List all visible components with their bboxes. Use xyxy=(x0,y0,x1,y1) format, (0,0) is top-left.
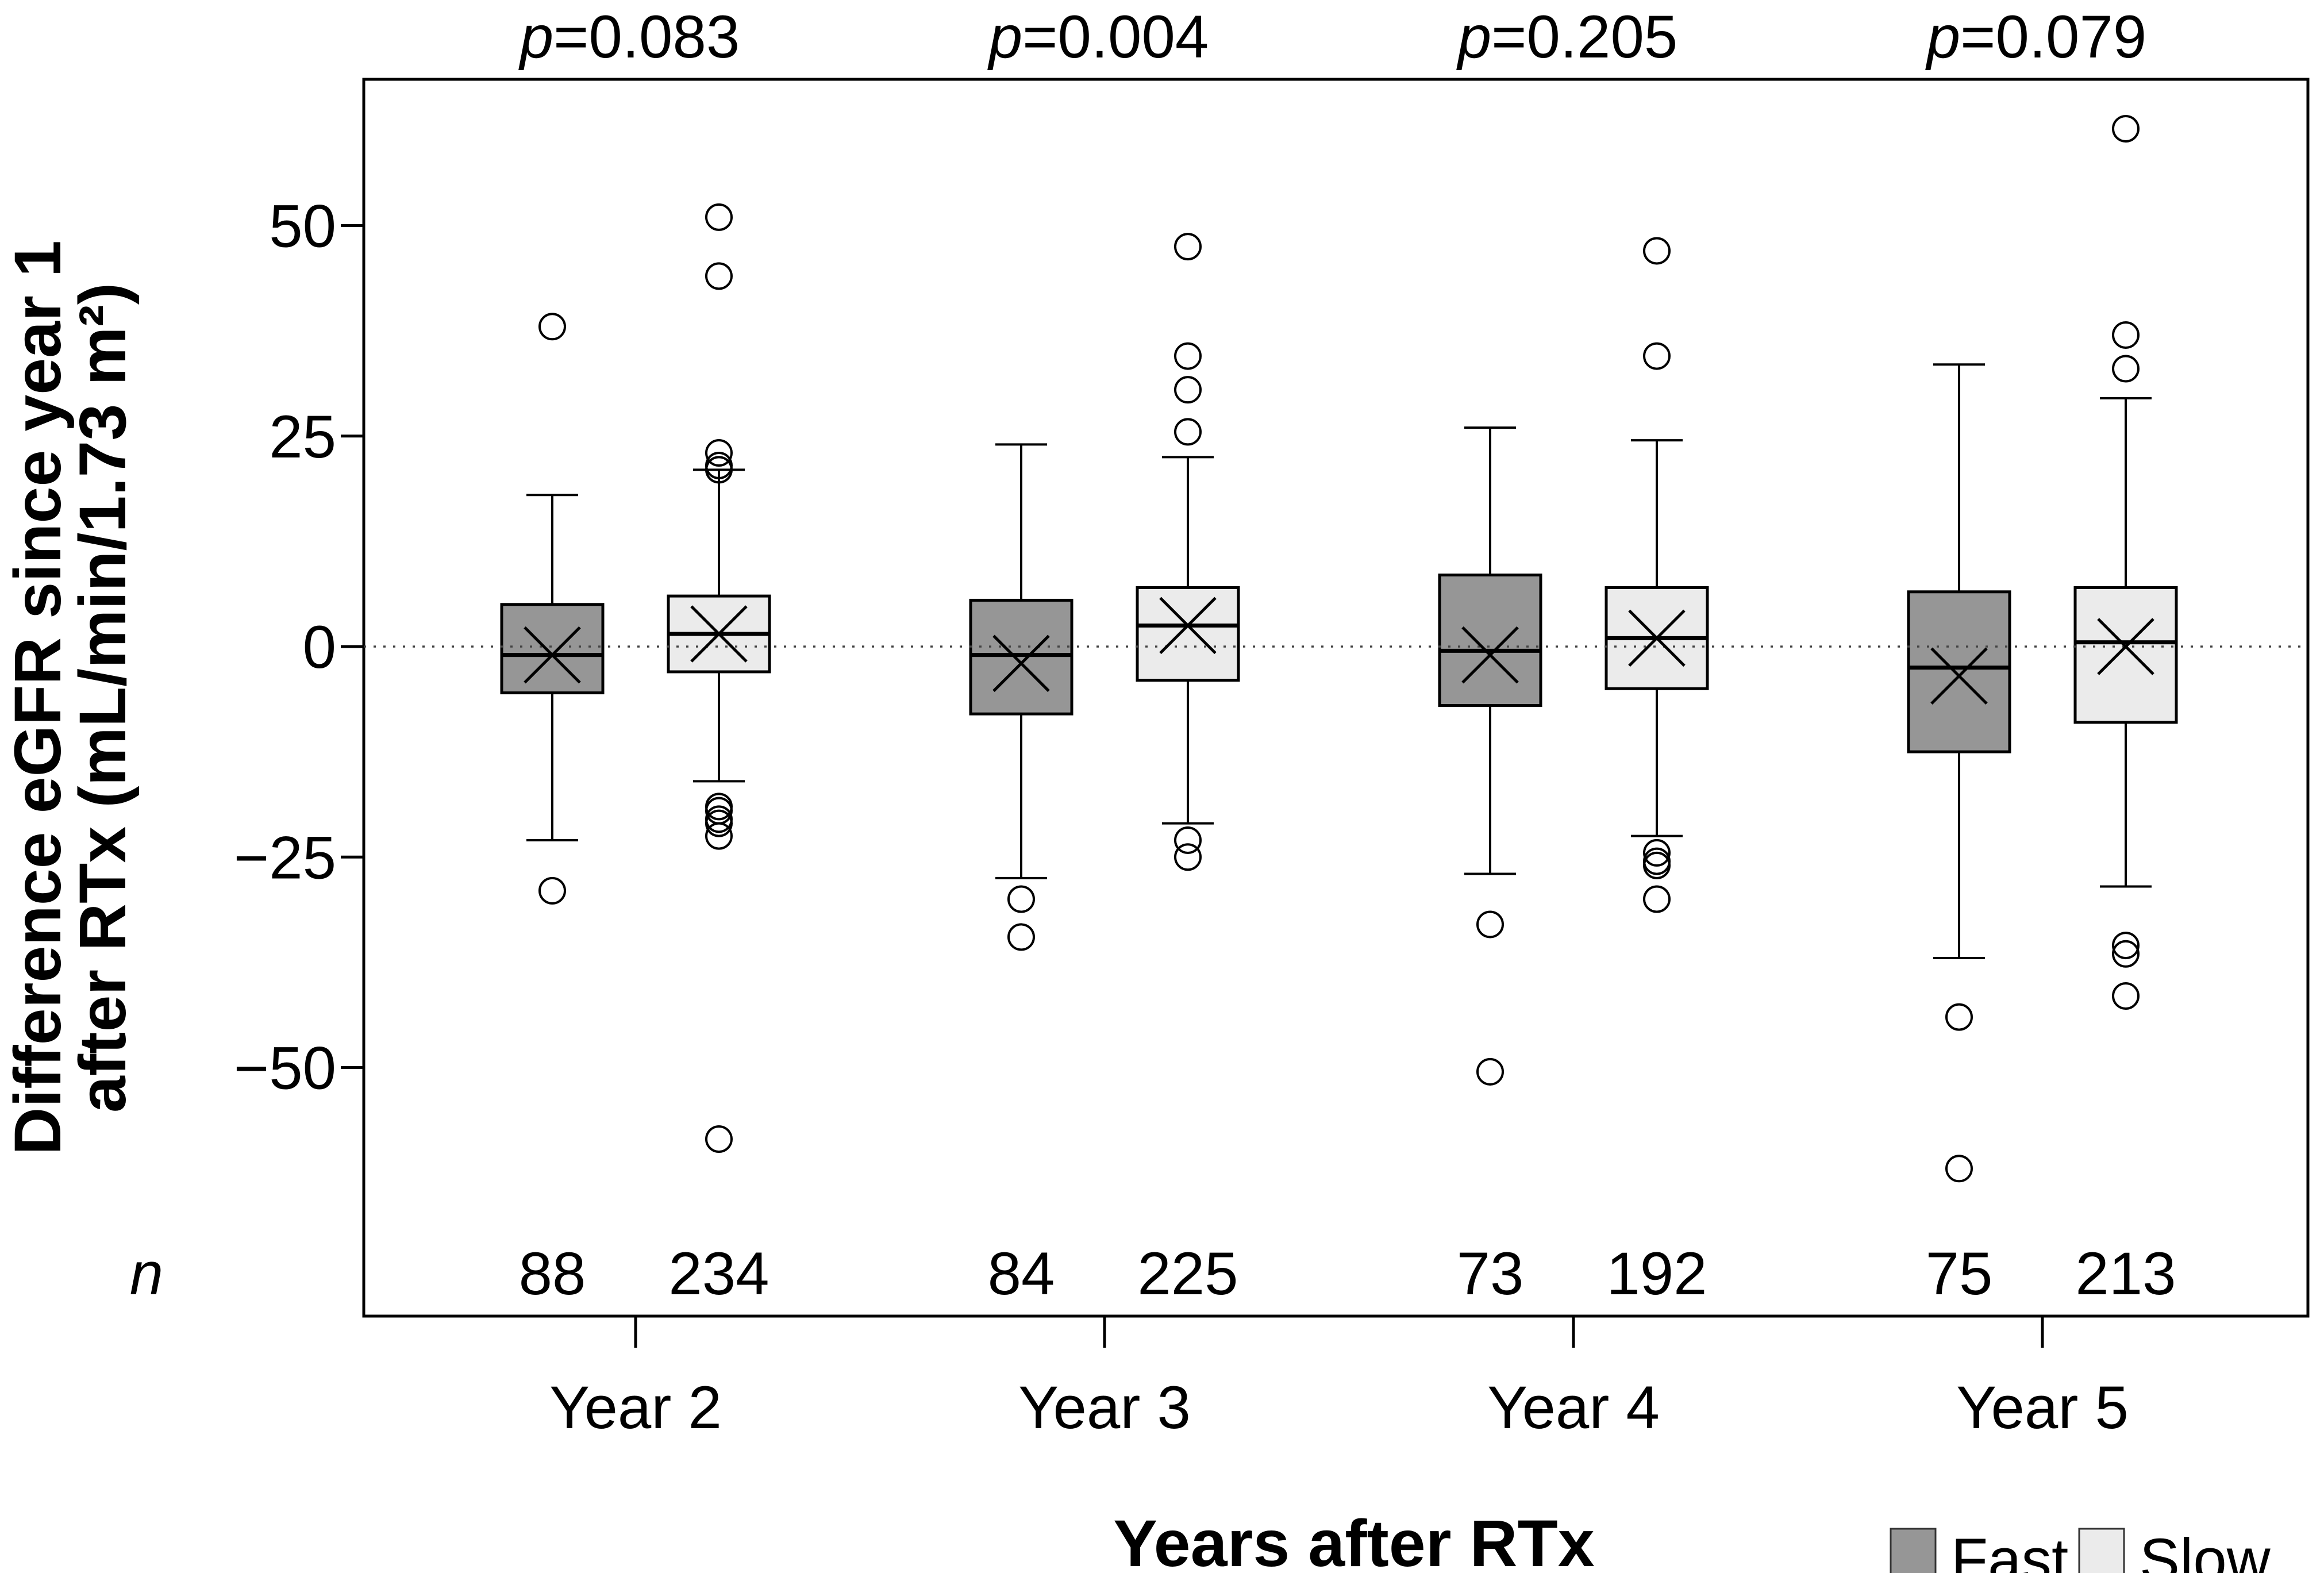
outlier-point-slow xyxy=(1174,843,1202,871)
mean-x-mark-fast xyxy=(1930,647,1988,705)
outlier-point-fast xyxy=(1945,1003,1973,1031)
outlier-point-slow xyxy=(2112,940,2140,968)
outlier-point-slow xyxy=(705,439,733,467)
y-tick-label: −25 xyxy=(234,824,336,891)
n-count-label: 192 xyxy=(1606,1240,1707,1307)
outlier-point-fast xyxy=(538,313,566,341)
outlier-point-slow xyxy=(2112,355,2140,383)
outlier-point-fast xyxy=(1945,1155,1973,1183)
n-count-label: 88 xyxy=(519,1240,586,1307)
p-value-label: p=0.004 xyxy=(987,3,1209,71)
legend-label-slow: Slow xyxy=(2140,1526,2271,1573)
n-count-label: 75 xyxy=(1926,1240,1993,1307)
mean-x-mark-fast xyxy=(992,634,1050,693)
outlier-point-fast xyxy=(1007,885,1035,913)
outlier-point-slow xyxy=(705,456,733,484)
mean-x-mark-slow xyxy=(1159,597,1217,655)
outlier-point-slow xyxy=(705,809,733,837)
n-count-label: 234 xyxy=(668,1240,769,1307)
outlier-point-slow xyxy=(2112,932,2140,960)
mean-x-mark-fast xyxy=(1461,626,1519,684)
plot-frame xyxy=(362,78,2310,1318)
outlier-point-slow xyxy=(2112,321,2140,349)
y-tick-label: 0 xyxy=(303,614,336,681)
outlier-point-slow xyxy=(1174,826,1202,854)
n-count-label: 84 xyxy=(988,1240,1055,1307)
outlier-point-slow xyxy=(1643,342,1671,370)
y-axis-title-line2: after RTx (mL/min/1.73 m²) xyxy=(66,283,140,1113)
outlier-point-fast xyxy=(1007,923,1035,951)
n-count-label: 225 xyxy=(1137,1240,1238,1307)
outlier-point-slow xyxy=(2112,115,2140,143)
outlier-point-fast xyxy=(1476,910,1504,939)
x-tick-label: Year 2 xyxy=(549,1374,722,1441)
mean-x-mark-slow xyxy=(690,605,748,663)
outlier-point-fast xyxy=(1476,1057,1504,1086)
box-slow-4 xyxy=(2073,586,2178,724)
outlier-point-slow xyxy=(705,1125,733,1153)
outlier-point-slow xyxy=(1643,885,1671,913)
x-axis-title: Years after RTx xyxy=(1113,1507,1594,1573)
box-slow-2 xyxy=(1136,586,1240,682)
outlier-point-slow xyxy=(705,822,733,850)
n-row-symbol: n xyxy=(130,1240,163,1307)
legend-swatch-slow xyxy=(2078,1528,2125,1573)
outlier-point-slow xyxy=(1174,233,1202,261)
outlier-point-slow xyxy=(1643,851,1671,879)
outlier-point-slow xyxy=(705,203,733,231)
legend-label-fast: Fast xyxy=(1951,1526,2068,1573)
p-value-label: p=0.205 xyxy=(1456,3,1677,71)
y-tick-label: −50 xyxy=(234,1035,336,1102)
n-count-label: 73 xyxy=(1457,1240,1524,1307)
y-tick-label: 50 xyxy=(269,193,336,260)
outlier-point-slow xyxy=(1174,342,1202,370)
outlier-point-slow xyxy=(1174,418,1202,446)
x-tick-label: Year 4 xyxy=(1487,1374,1660,1441)
outlier-point-fast xyxy=(538,876,566,905)
x-tick-label: Year 5 xyxy=(1956,1374,2129,1441)
box-fast-2 xyxy=(969,598,1073,716)
outlier-point-slow xyxy=(1174,376,1202,404)
box-fast-4 xyxy=(1907,590,2011,753)
mean-x-mark-slow xyxy=(2097,618,2154,675)
y-tick-label: 25 xyxy=(269,403,336,471)
y-axis-title-line1: Difference eGFR since year 1 xyxy=(1,240,75,1155)
outlier-point-slow xyxy=(2112,982,2140,1010)
outlier-point-slow xyxy=(1643,237,1671,265)
n-count-label: 213 xyxy=(2075,1240,2176,1307)
p-value-label: p=0.079 xyxy=(1925,3,2146,71)
outlier-point-slow xyxy=(1643,839,1671,867)
legend-swatch-fast xyxy=(1890,1528,1937,1573)
mean-x-mark-slow xyxy=(1628,609,1686,667)
outlier-point-slow xyxy=(705,262,733,290)
x-tick-label: Year 3 xyxy=(1018,1374,1191,1441)
p-value-label: p=0.083 xyxy=(518,3,740,71)
box-fast-3 xyxy=(1438,573,1542,707)
box-fast-1 xyxy=(500,603,605,695)
mean-x-mark-fast xyxy=(524,626,581,684)
